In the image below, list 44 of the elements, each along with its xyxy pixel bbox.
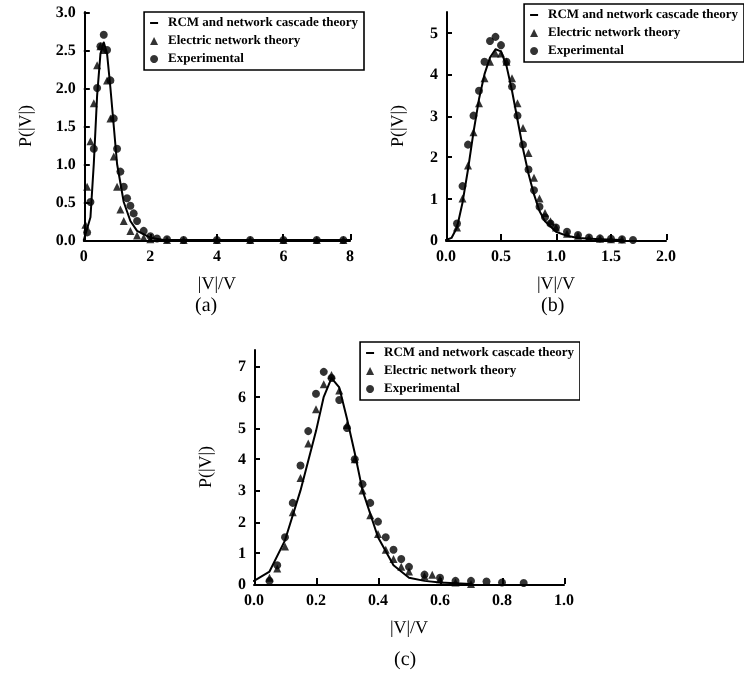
y-tick-label: 3.0 <box>55 3 76 21</box>
y-tick-label: 1.5 <box>55 117 76 135</box>
text: (c) <box>394 649 417 671</box>
y-tick-label: 1 <box>430 189 438 208</box>
text: (a) <box>195 295 218 317</box>
y-tick-label: 0 <box>238 575 246 593</box>
y-tick-label: 5 <box>430 23 438 42</box>
y-tick-label: 5 <box>238 419 246 437</box>
y-tick-label: 4 <box>238 450 246 469</box>
x-tick-label: 8 <box>346 247 354 265</box>
y-tick-label: 2 <box>430 148 438 167</box>
x-tick-label: 0.5 <box>491 247 511 265</box>
x-tick-label: 0.6 <box>430 591 450 609</box>
x-tick-label: 1.5 <box>601 247 621 265</box>
y-tick-label: 4 <box>430 65 438 84</box>
x-tick-label: 4 <box>212 247 221 265</box>
y-tick-label: 2.5 <box>55 41 76 59</box>
y-tick-label: 6 <box>238 387 246 406</box>
x-axis-title: |V|/V <box>536 272 577 293</box>
x-tick-label: 2.0 <box>656 247 676 265</box>
x-tick-label: 1.0 <box>554 591 574 609</box>
y-tick-label: 3 <box>430 106 438 125</box>
text: (b) <box>541 295 565 317</box>
y-tick-label: 1 <box>238 543 246 562</box>
x-tick-label: 0.2 <box>306 591 326 609</box>
y-tick-label: 0.0 <box>55 231 76 249</box>
x-tick-label: 2 <box>146 247 155 265</box>
x-tick-label: 0.8 <box>492 591 512 609</box>
y-axis-title: P(|V|) <box>15 104 35 148</box>
y-tick-label: 1.0 <box>55 155 76 173</box>
y-tick-label: 0.5 <box>55 193 76 211</box>
x-axis-title: |V|/V <box>197 272 237 293</box>
y-tick-label: 7 <box>238 356 246 375</box>
y-axis-title: P(|V|) <box>387 104 407 148</box>
x-tick-label: 0.4 <box>368 591 388 609</box>
x-tick-label: 0 <box>79 247 88 265</box>
y-tick-label: 2.0 <box>55 79 76 97</box>
x-tick-label: 1.0 <box>546 247 566 265</box>
y-tick-label: 3 <box>238 481 246 500</box>
x-axis-title: |V|/V <box>389 616 430 637</box>
y-axis-title: P(|V|) <box>195 445 215 489</box>
y-tick-label: 2 <box>238 512 246 531</box>
y-tick-label: 0 <box>430 231 438 249</box>
x-tick-label: 6 <box>279 247 288 265</box>
